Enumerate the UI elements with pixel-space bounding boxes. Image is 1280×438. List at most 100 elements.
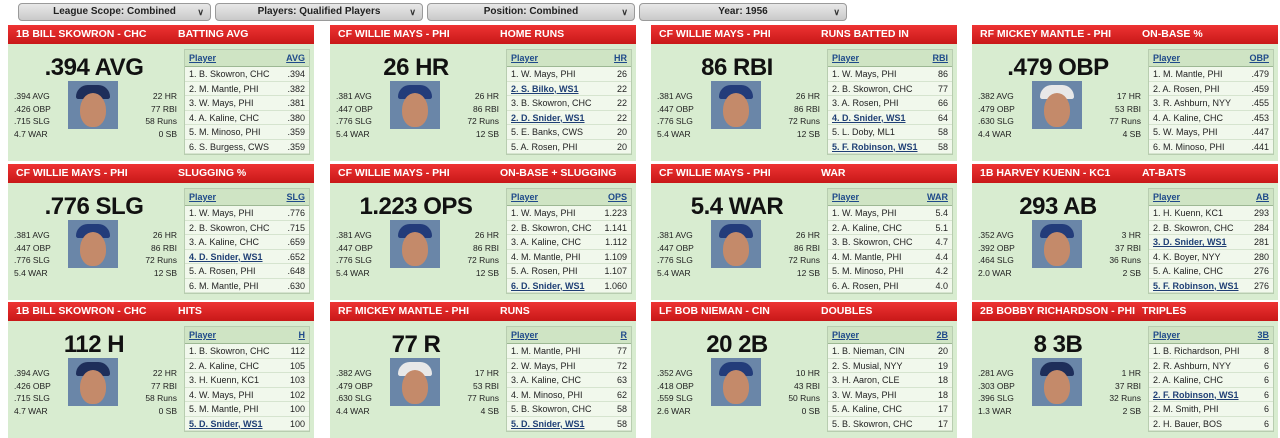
row-stat-value: 4.4 — [935, 251, 948, 262]
card-player-title[interactable]: RF MICKEY MANTLE - PHI — [980, 28, 1112, 40]
row-player-name[interactable]: 5. F. Robinson, WS1 — [832, 141, 918, 152]
stat-column-header[interactable]: 2B — [936, 330, 948, 340]
card-player-title[interactable]: 1B BILL SKOWRON - CHC — [16, 305, 147, 317]
counting-stats: 22 HR 77 RBI 58 Runs 0 SB — [120, 90, 177, 140]
face-shape — [80, 370, 106, 404]
stat-column-header[interactable]: HR — [614, 53, 627, 63]
card-player-title[interactable]: CF WILLIE MAYS - PHI — [338, 28, 450, 40]
row-stat-value: 66 — [937, 98, 948, 108]
row-stat-value: 4.0 — [935, 280, 948, 291]
player-photo — [68, 81, 118, 129]
card-player-title[interactable]: 1B BILL SKOWRON - CHC — [16, 28, 147, 40]
card-player-title[interactable]: CF WILLIE MAYS - PHI — [659, 167, 771, 179]
table-row: 2. B. Skowron, CHC 77 — [828, 82, 952, 96]
stat-column-header[interactable]: OPS — [607, 192, 627, 202]
player-column-header[interactable]: Player — [189, 53, 217, 63]
player-column-header[interactable]: Player — [1153, 330, 1181, 340]
player-column-header[interactable]: Player — [1153, 192, 1181, 202]
stat-column-header[interactable]: AB — [1256, 192, 1269, 202]
player-column-header[interactable]: Player — [832, 330, 860, 340]
row-player-name[interactable]: 5. D. Snider, WS1 — [511, 418, 585, 429]
rate-stats: .381 AVG .447 OBP .776 SLG 5.4 WAR — [657, 90, 694, 140]
player-column-header[interactable]: Player — [189, 330, 217, 340]
stat-column-header[interactable]: AVG — [286, 53, 305, 63]
row-player-name[interactable]: 4. D. Snider, WS1 — [189, 251, 263, 262]
card-player-title[interactable]: CF WILLIE MAYS - PHI — [659, 28, 771, 40]
row-player-name[interactable]: 2. D. Snider, WS1 — [511, 112, 585, 123]
leader-card: CF WILLIE MAYS - PHI WAR 5.4 WAR .381 AVG .4… — [651, 164, 957, 300]
row-player-name: 3. B. Skowron, CHC — [832, 237, 913, 247]
row-player-name: 3. H. Kuenn, KC1 — [189, 375, 260, 385]
player-column-header[interactable]: Player — [189, 192, 217, 202]
table-row: 2. H. Bauer, BOS 6 — [1149, 417, 1273, 431]
table-row: 2. D. Snider, WS1 22 — [507, 111, 631, 125]
table-row: 5. A. Rosen, PHI 20 — [507, 140, 631, 154]
player-column-header[interactable]: Player — [511, 192, 539, 202]
row-player-name: 5. A. Rosen, PHI — [511, 266, 578, 276]
leaderboard-table: Player 3B 1. B. Richardson, PHI 8 2. R. Ashb… — [1148, 326, 1274, 432]
table-row: 5. M. Minoso, PHI .359 — [185, 125, 309, 140]
rate-stats: .394 AVG .426 OBP .715 SLG 4.7 WAR — [14, 90, 51, 140]
stat-column-header[interactable]: RBI — [932, 53, 949, 63]
player-column-header[interactable]: Player — [832, 192, 860, 202]
row-player-name[interactable]: 5. D. Snider, WS1 — [189, 418, 263, 429]
face-shape — [402, 370, 428, 404]
stat-column-header[interactable]: SLG — [286, 192, 305, 202]
players-dropdown[interactable]: Players: Qualified Players ∨ — [215, 3, 423, 21]
row-stat-value: 77 — [937, 83, 948, 94]
table-header: Player H — [185, 327, 309, 344]
player-photo — [711, 358, 761, 406]
face-shape — [1044, 232, 1070, 266]
rate-stat: 5.4 WAR — [657, 267, 691, 278]
counting-stats: 26 HR 86 RBI 72 Runs 12 SB — [763, 90, 820, 140]
row-stat-value: 72 — [616, 360, 627, 371]
leaderboard-table: Player HR 1. W. Mays, PHI 26 2. S. Bilko, WS… — [506, 49, 632, 155]
row-stat-value: .380 — [287, 112, 305, 123]
table-row: 2. B. Skowron, CHC .715 — [185, 221, 309, 235]
player-photo — [1032, 358, 1082, 406]
stat-column-header[interactable]: WAR — [927, 192, 948, 202]
stat-column-header[interactable]: R — [620, 330, 628, 340]
table-row: 2. S. Bilko, WS1 22 — [507, 82, 631, 96]
row-player-name[interactable]: 2. S. Bilko, WS1 — [511, 83, 579, 94]
stat-column-header[interactable]: H — [298, 330, 306, 340]
row-stat-value: 276 — [1253, 280, 1269, 291]
card-stat-title: HOME RUNS — [500, 28, 565, 40]
card-player-title[interactable]: LF BOB NIEMAN - CIN — [659, 305, 770, 317]
year-dropdown[interactable]: Year: 1956 ∨ — [639, 3, 847, 21]
row-player-name: 5. B. Skowron, CHC — [832, 418, 913, 429]
counting-stat: 10 HR — [795, 368, 820, 378]
row-player-name[interactable]: 3. D. Snider, WS1 — [1153, 237, 1227, 247]
leader-card: RF MICKEY MANTLE - PHI RUNS 77 R .382 AVG .4… — [330, 302, 636, 438]
card-player-title[interactable]: 1B HARVEY KUENN - KC1 — [980, 167, 1111, 179]
leader-big-stat: 8 3B — [1033, 331, 1083, 358]
card-header: CF WILLIE MAYS - PHI HOME RUNS — [330, 25, 636, 44]
rate-stat: .479 OBP — [336, 380, 373, 391]
table-row: 1. H. Kuenn, KC1 293 — [1149, 206, 1273, 221]
row-player-name[interactable]: 4. D. Snider, WS1 — [832, 112, 906, 123]
card-player-title[interactable]: 2B BOBBY RICHARDSON - PHI — [980, 305, 1135, 317]
row-player-name: 1. M. Mantle, PHI — [1153, 69, 1223, 79]
rate-stats: .281 AVG .303 OBP .396 SLG 1.3 WAR — [978, 367, 1015, 417]
player-column-header[interactable]: Player — [1153, 53, 1181, 63]
row-player-name[interactable]: 6. D. Snider, WS1 — [511, 280, 585, 291]
rate-stat: .447 OBP — [14, 242, 51, 253]
rate-stat: .630 SLG — [336, 393, 372, 403]
player-column-header[interactable]: Player — [511, 330, 539, 340]
row-stat-value: 77 — [616, 346, 627, 356]
stat-column-header[interactable]: OBP — [1249, 53, 1269, 63]
rate-stat: .776 SLG — [336, 255, 372, 265]
league-scope-dropdown[interactable]: League Scope: Combined ∨ — [18, 3, 211, 21]
leader-big-stat: 20 2B — [706, 331, 768, 358]
player-column-header[interactable]: Player — [832, 53, 860, 63]
card-player-title[interactable]: RF MICKEY MANTLE - PHI — [338, 305, 470, 317]
card-player-title[interactable]: CF WILLIE MAYS - PHI — [16, 167, 128, 179]
card-player-title[interactable]: CF WILLIE MAYS - PHI — [338, 167, 450, 179]
row-player-name[interactable]: 2. F. Robinson, WS1 — [1153, 389, 1239, 400]
row-player-name[interactable]: 5. F. Robinson, WS1 — [1153, 280, 1239, 291]
position-dropdown[interactable]: Position: Combined ∨ — [427, 3, 635, 21]
player-column-header[interactable]: Player — [511, 53, 539, 63]
leaderboard-table: Player AVG 1. B. Skowron, CHC .394 2. M. Man… — [184, 49, 310, 155]
rate-stats: .352 AVG .392 OBP .464 SLG 2.0 WAR — [978, 229, 1015, 279]
stat-column-header[interactable]: 3B — [1257, 330, 1269, 340]
